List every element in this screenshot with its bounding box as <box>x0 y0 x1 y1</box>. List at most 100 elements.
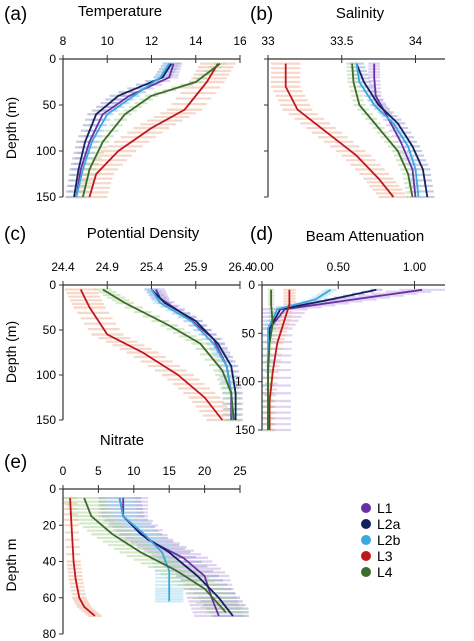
y-axis-label: Depth m <box>3 539 19 592</box>
legend-marker-L2a <box>361 519 371 529</box>
panel-letter: (e) <box>4 452 27 473</box>
chart-title: Temperature <box>78 3 162 20</box>
y-tick-label: 80 <box>43 627 57 641</box>
legend-label: L2b <box>377 532 401 548</box>
series-spread-L1 <box>262 288 445 432</box>
y-axis-label: Depth (m) <box>3 97 19 159</box>
panel-letter: (c) <box>4 224 26 245</box>
x-tick-label: 26.4 <box>228 260 252 274</box>
legend-marker-L3 <box>361 551 371 561</box>
axes: 8 10 12 14 16 0 50 100 150 <box>36 34 247 204</box>
series-lines <box>267 288 423 430</box>
series-line-L1 <box>373 63 417 198</box>
x-tick-label: 8 <box>60 34 67 48</box>
chart-title: Nitrate <box>100 432 144 449</box>
x-tick-label: 25 <box>233 464 247 478</box>
series-line-L3 <box>69 498 96 617</box>
legend-label: L1 <box>377 500 393 516</box>
x-tick-label: 14 <box>189 34 203 48</box>
x-tick-label: 0 <box>60 464 67 478</box>
series-lines <box>79 288 237 421</box>
series-line-L4 <box>102 288 235 421</box>
series-line-L2b <box>75 63 170 198</box>
legend-label: L4 <box>377 564 393 580</box>
series-spread-L2a <box>65 62 181 199</box>
series-line-L3 <box>284 63 395 198</box>
series-line-L1 <box>267 288 423 430</box>
panel-letter: (b) <box>250 4 273 25</box>
y-tick-label: 0 <box>49 278 56 292</box>
y-tick-label: 100 <box>235 375 255 389</box>
x-tick-label: 5 <box>95 464 102 478</box>
chart-title: Beam Attenuation <box>306 228 424 245</box>
shading <box>270 62 435 199</box>
y-tick-label: 50 <box>43 98 57 112</box>
x-tick-label: 0.50 <box>327 260 351 274</box>
y-tick-label: 100 <box>36 144 56 158</box>
y-tick-label: 50 <box>43 323 57 337</box>
panel-letter: (d) <box>250 224 273 245</box>
x-tick-label: 20 <box>198 464 212 478</box>
series-line-L2b <box>150 289 234 421</box>
series-line-L4 <box>267 289 274 430</box>
series-line-L3 <box>88 63 219 198</box>
series-line-L4 <box>82 62 221 198</box>
x-tick-label: 25.4 <box>140 260 164 274</box>
x-tick-label: 33 <box>261 34 275 48</box>
series-line-L2b <box>118 497 171 602</box>
axes: 24.4 24.9 25.4 25.9 26.4 0 50 100 150 <box>36 260 252 427</box>
axes: 33 33.5 34 <box>261 34 445 198</box>
series-line-L1 <box>75 63 175 198</box>
y-tick-label: 0 <box>49 52 56 66</box>
legend-marker-L1 <box>361 503 371 513</box>
series-spread-L3 <box>270 62 409 199</box>
panel-letter: (a) <box>4 4 27 25</box>
y-tick-label: 100 <box>36 368 56 382</box>
legend-marker-L2b <box>361 535 371 545</box>
y-tick-label: 150 <box>36 413 56 427</box>
series-line-L3 <box>79 289 224 421</box>
series-line-L2a <box>73 63 173 198</box>
y-tick-label: 60 <box>43 591 57 605</box>
chart-title: Potential Density <box>87 225 200 242</box>
series-line-L2a <box>150 288 237 420</box>
series-line-L4 <box>83 497 227 613</box>
x-tick-label: 24.9 <box>96 260 120 274</box>
y-tick-label: 150 <box>36 190 56 204</box>
legend-label: L2a <box>377 516 401 532</box>
series-line-L2b <box>355 63 420 198</box>
x-tick-label: 10 <box>101 34 115 48</box>
x-tick-label: 25.9 <box>184 260 208 274</box>
panel-e: (e) Nitrate Depth m 0 5 10 15 20 25 0 20 40 60 80 <box>3 432 249 641</box>
x-tick-label: 15 <box>163 464 177 478</box>
axes: 0.00 0.50 1.00 0 50 100 150 <box>235 260 445 437</box>
y-axis-label: Depth (m) <box>3 321 19 383</box>
chart-title: Salinity <box>336 5 385 22</box>
panel-d: (d) Beam Attenuation 0.00 0.50 1.00 0 50 100 150 <box>235 224 445 437</box>
x-tick-label: 1.00 <box>403 260 427 274</box>
x-tick-label: 16 <box>233 34 247 48</box>
y-tick-label: 50 <box>242 326 256 340</box>
series-spread-L2b <box>352 62 423 199</box>
series-lines <box>69 497 234 617</box>
series-spread-L1 <box>147 288 240 422</box>
x-tick-label: 0.00 <box>250 260 274 274</box>
x-tick-label: 33.5 <box>330 34 354 48</box>
y-tick-label: 0 <box>248 278 255 292</box>
series-lines <box>73 62 221 198</box>
x-tick-label: 12 <box>145 34 159 48</box>
x-tick-label: 10 <box>127 464 141 478</box>
panel-b: (b) Salinity 33 33.5 34 <box>250 4 445 199</box>
y-tick-label: 150 <box>235 423 255 437</box>
axes: 0 5 10 15 20 25 0 20 40 60 80 <box>43 464 247 641</box>
y-tick-label: 40 <box>43 555 57 569</box>
panel-c: (c) Potential Density Depth (m) 24.4 24.9 25.… <box>3 224 252 427</box>
panel-a: (a) Temperature Depth (m) 8 10 12 14 16 0 50 100 15… <box>3 3 247 204</box>
legend-marker-L4 <box>361 567 371 577</box>
series-spread-L4 <box>346 62 419 199</box>
x-tick-label: 34 <box>409 34 423 48</box>
legend-label: L3 <box>377 548 393 564</box>
